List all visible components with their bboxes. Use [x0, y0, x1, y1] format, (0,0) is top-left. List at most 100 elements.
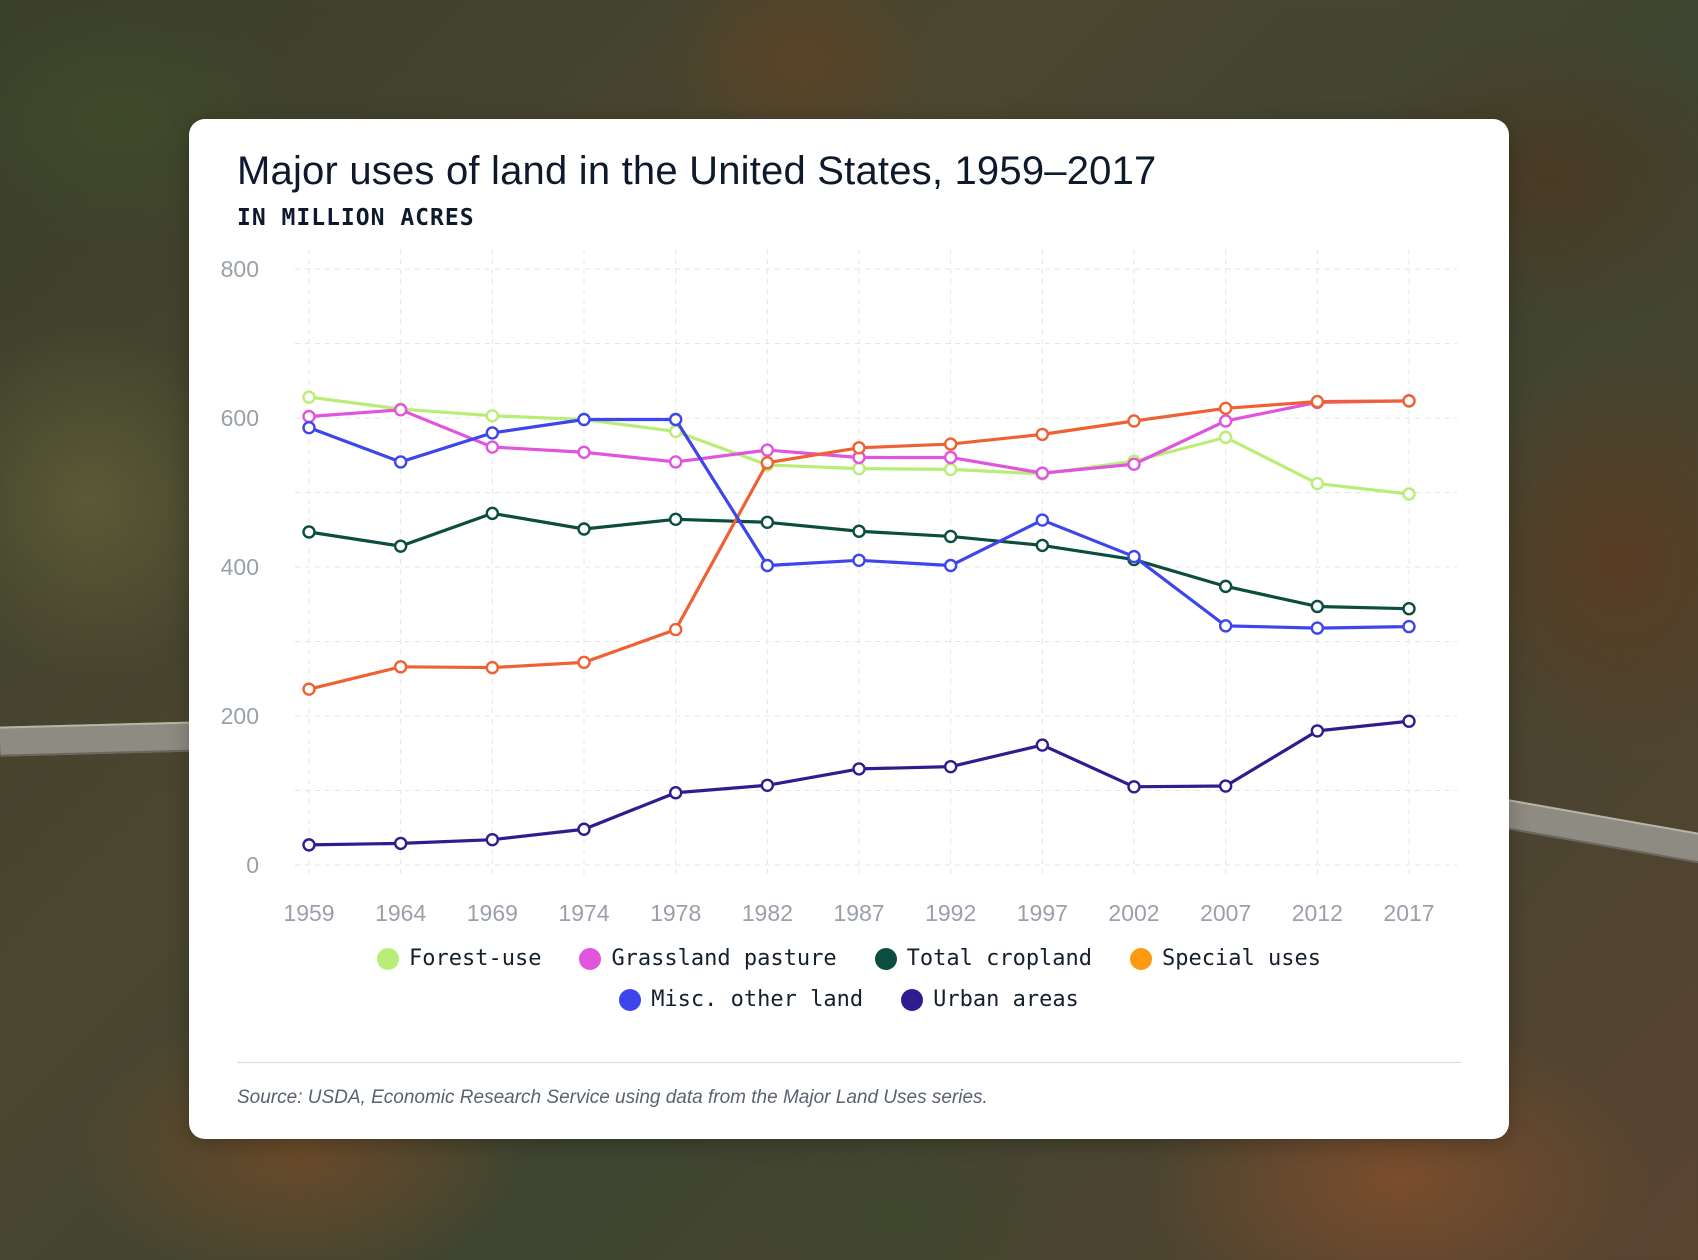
data-point	[393, 836, 408, 851]
data-point	[302, 390, 316, 404]
y-tick-label: 200	[221, 703, 259, 729]
legend-label: Urban areas	[933, 987, 1079, 1012]
x-tick-label: 1974	[558, 900, 609, 926]
x-tick-label: 1992	[925, 900, 976, 926]
data-point	[852, 441, 866, 455]
data-point	[1035, 466, 1050, 480]
legend-item-total-cropland: Total cropland	[874, 946, 1093, 971]
y-axis: 0 200 400 600 800	[221, 256, 259, 878]
series-lines	[302, 390, 1416, 852]
background-road-left	[0, 721, 201, 757]
legend-item-forest-use: Forest-use	[376, 946, 542, 971]
data-point	[943, 558, 958, 573]
data-point	[1310, 599, 1325, 614]
data-point	[943, 462, 958, 477]
series-total-cropland	[302, 506, 1416, 616]
data-point	[1310, 394, 1325, 409]
data-point	[393, 403, 408, 417]
x-tick-label: 2007	[1200, 900, 1251, 926]
source-note: Source: USDA, Economic Research Service …	[237, 1087, 988, 1108]
data-point	[1127, 780, 1141, 794]
legend-item-special-uses: Special uses	[1130, 946, 1321, 971]
legend-label: Forest-use	[408, 946, 542, 971]
data-point	[1402, 394, 1416, 408]
data-point	[760, 778, 775, 792]
x-tick-label: 2017	[1383, 900, 1434, 926]
data-point	[1218, 779, 1233, 793]
data-point	[1402, 714, 1416, 728]
data-point	[302, 420, 316, 435]
data-point	[760, 558, 775, 573]
data-point	[1218, 430, 1233, 445]
legend-item-urban-areas: Urban areas	[901, 987, 1079, 1012]
data-point	[1310, 476, 1325, 491]
x-tick-label: 1978	[650, 900, 701, 926]
data-point	[943, 759, 958, 774]
data-point	[852, 553, 866, 567]
x-tick-label: 1964	[375, 900, 426, 926]
data-point	[393, 539, 408, 553]
legend-item-grassland-pasture: Grassland pasture	[579, 946, 837, 971]
data-point	[577, 445, 591, 459]
data-point	[485, 426, 500, 440]
data-point	[485, 440, 500, 454]
x-tick-label: 2012	[1292, 900, 1343, 926]
x-tick-label: 1959	[283, 900, 334, 926]
data-point	[302, 838, 316, 852]
legend-swatch	[1130, 947, 1153, 970]
data-point	[485, 409, 500, 423]
data-point	[1218, 401, 1233, 416]
legend-swatch	[619, 988, 642, 1011]
legend-swatch	[579, 947, 602, 970]
legend: Forest-use Grassland pasture Total croplan…	[189, 946, 1509, 1028]
data-point	[943, 450, 958, 465]
chart-subtitle: IN MILLION ACRES	[237, 205, 475, 231]
legend-row: Forest-use Grassland pasture Total croplan…	[189, 946, 1509, 971]
x-tick-label: 1987	[833, 900, 884, 926]
y-tick-label: 800	[221, 256, 259, 282]
data-point	[852, 762, 866, 776]
data-point	[1035, 738, 1050, 752]
data-point	[943, 529, 958, 544]
data-point	[302, 682, 316, 696]
legend-swatch	[874, 947, 897, 970]
data-point	[577, 412, 591, 427]
data-point	[577, 822, 591, 836]
data-point	[485, 832, 500, 847]
series-urban-areas	[302, 714, 1416, 852]
legend-label: Special uses	[1162, 946, 1321, 971]
data-point	[1035, 427, 1050, 442]
y-tick-label: 600	[221, 405, 259, 431]
legend-row: Misc. other land Urban areas	[189, 987, 1509, 1012]
chart-card: Major uses of land in the United States,…	[189, 119, 1509, 1139]
data-point	[668, 786, 683, 800]
y-tick-label: 400	[221, 554, 259, 580]
legend-label: Grassland pasture	[611, 946, 837, 971]
data-point	[1218, 414, 1233, 428]
data-point	[852, 524, 866, 538]
data-point	[1127, 414, 1141, 428]
x-tick-label: 1982	[742, 900, 793, 926]
data-point	[577, 655, 591, 670]
x-tick-label: 2002	[1108, 900, 1159, 926]
x-tick-label: 1969	[467, 900, 518, 926]
data-point	[852, 461, 866, 476]
data-point	[668, 512, 683, 527]
data-point	[302, 409, 316, 424]
legend-label: Total cropland	[906, 946, 1093, 971]
legend-swatch	[376, 947, 399, 970]
data-point	[302, 525, 316, 539]
data-point	[1402, 619, 1416, 634]
data-point	[577, 522, 591, 536]
data-point	[1310, 621, 1325, 635]
x-axis: 1959 1964 1969 1974 1978 1982 1987 1992 1997 2002…	[283, 900, 1434, 926]
data-point	[668, 455, 683, 469]
data-point	[1127, 457, 1141, 471]
legend-swatch	[901, 988, 924, 1011]
data-point	[1035, 513, 1050, 527]
data-point	[1035, 538, 1050, 553]
series-special-uses	[302, 394, 1416, 696]
data-point	[1218, 619, 1233, 633]
data-point	[760, 443, 775, 457]
chart-title: Major uses of land in the United States,…	[237, 149, 1157, 193]
